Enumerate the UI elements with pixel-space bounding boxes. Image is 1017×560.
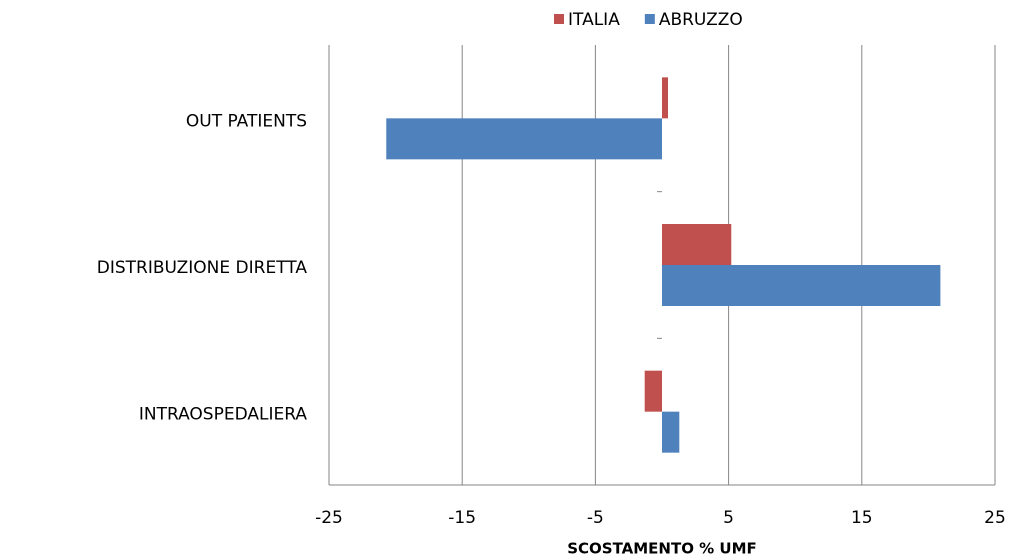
bar	[644, 370, 662, 412]
legend-swatch	[554, 14, 564, 24]
x-tick-label: 15	[851, 508, 873, 528]
bar	[662, 411, 680, 453]
x-tick-label: -25	[315, 508, 343, 528]
bar	[662, 224, 732, 265]
bar	[662, 77, 668, 119]
legend-label: ABRUZZO	[659, 10, 743, 30]
y-tick-label: INTRAOSPEDALIERA	[139, 405, 308, 425]
x-tick-label: 25	[984, 508, 1006, 528]
legend-swatch	[644, 14, 655, 24]
bar	[386, 118, 662, 160]
y-tick-label: DISTRIBUZIONE DIRETTA	[97, 258, 308, 278]
x-tick-label: -5	[587, 508, 604, 528]
x-tick-label: 5	[723, 508, 734, 528]
y-tick-label: OUT PATIENTS	[186, 111, 307, 131]
x-axis-title: SCOSTAMENTO % UMF	[567, 540, 757, 558]
legend-label: ITALIA	[568, 10, 620, 30]
bar	[662, 265, 941, 306]
x-tick-label: -15	[448, 508, 476, 528]
